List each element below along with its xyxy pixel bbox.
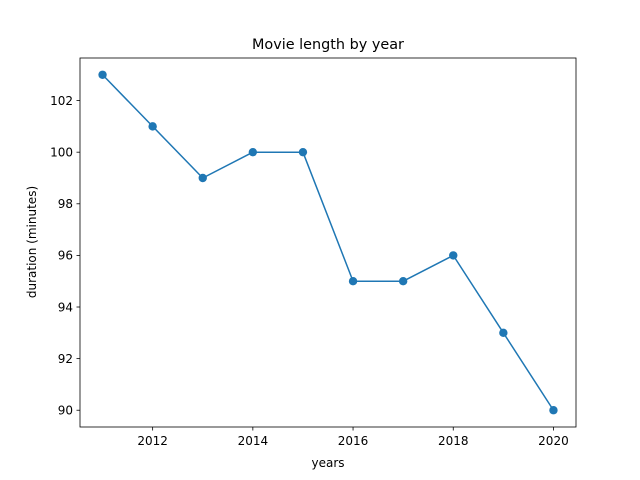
y-tick-label: 98 (58, 197, 73, 211)
y-tick-label: 96 (58, 249, 73, 263)
chart-title: Movie length by year (252, 37, 404, 53)
y-tick-label: 102 (50, 94, 73, 108)
data-point (148, 122, 157, 131)
series-line (102, 74, 555, 411)
axes-frame (79, 57, 577, 428)
data-point (348, 277, 358, 286)
x-axis-label: years (311, 456, 344, 470)
data-point (549, 406, 558, 415)
y-axis: 90 92 94 96 98 100 102 (50, 94, 80, 418)
x-tick-label: 2020 (538, 434, 569, 448)
plot-area (79, 57, 577, 428)
x-tick-label: 2018 (438, 434, 469, 448)
y-tick-label: 90 (58, 404, 73, 418)
x-tick-label: 2012 (137, 434, 168, 448)
data-point (298, 147, 308, 157)
data-point (248, 147, 258, 157)
x-axis: 2012 2014 2016 2018 2020 (137, 427, 569, 448)
data-point (499, 328, 508, 338)
x-tick-label: 2016 (338, 434, 369, 448)
data-point (198, 173, 207, 183)
y-tick-label: 92 (58, 352, 73, 366)
data-point (398, 277, 408, 286)
y-tick-label: 100 (50, 145, 73, 159)
data-point (449, 251, 458, 260)
data-point (98, 70, 107, 79)
x-tick-label: 2014 (238, 434, 269, 448)
y-axis-label: duration (minutes) (25, 186, 39, 298)
y-tick-label: 94 (58, 300, 73, 314)
